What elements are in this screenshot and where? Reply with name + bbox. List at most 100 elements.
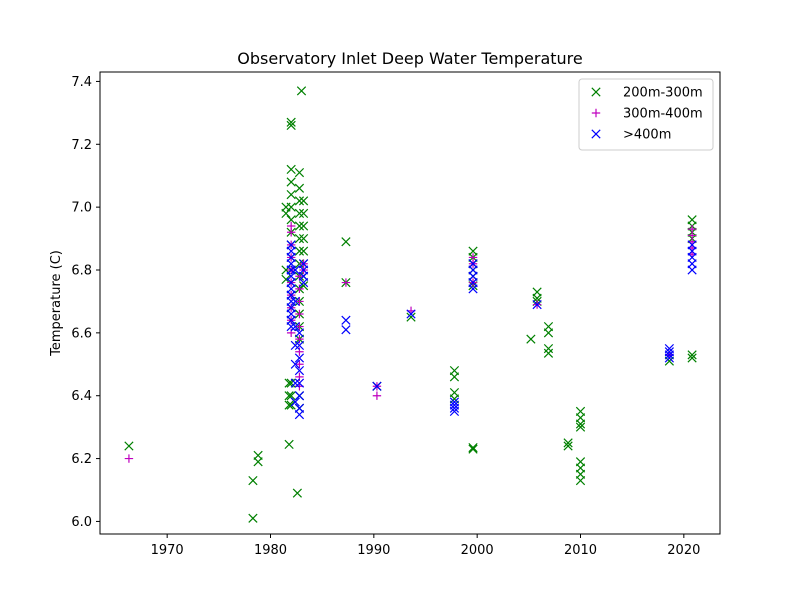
data-point xyxy=(286,400,296,410)
data-point xyxy=(664,353,674,363)
data-point xyxy=(286,321,296,332)
legend-box xyxy=(578,78,714,151)
data-point xyxy=(290,397,300,407)
data-point xyxy=(468,444,478,454)
data-point xyxy=(294,340,305,351)
data-point xyxy=(295,322,304,331)
data-point xyxy=(449,406,460,417)
data-point xyxy=(294,391,305,401)
data-point xyxy=(286,120,296,131)
data-point xyxy=(543,343,554,354)
data-point xyxy=(526,334,536,344)
y-tick-label: 6.6 xyxy=(71,326,92,341)
data-point xyxy=(294,353,305,363)
data-point xyxy=(294,196,305,206)
data-point xyxy=(286,117,296,127)
data-point xyxy=(341,278,351,287)
y-tick-label: 7.0 xyxy=(71,201,92,216)
data-point xyxy=(284,400,294,410)
data-point xyxy=(687,353,697,363)
x-tick-label: 1980 xyxy=(254,543,287,558)
data-point xyxy=(575,422,586,432)
data-point xyxy=(286,378,296,388)
data-point xyxy=(294,183,305,193)
series->400m xyxy=(286,240,697,420)
x-axis: 1970 1980 1990 2000 2010 2020 xyxy=(151,534,700,558)
legend-item: 200m-300m xyxy=(591,86,703,101)
data-point xyxy=(372,381,382,391)
data-point xyxy=(468,284,478,294)
data-point xyxy=(449,372,460,382)
data-point xyxy=(124,454,134,463)
data-point xyxy=(298,196,309,206)
data-point xyxy=(563,438,573,448)
data-point xyxy=(294,365,305,376)
data-point xyxy=(687,265,697,275)
legend-marker xyxy=(591,129,601,139)
data-point xyxy=(341,315,351,325)
data-point xyxy=(286,215,296,225)
plot-frame xyxy=(99,71,721,535)
x-tick-label: 1970 xyxy=(151,543,184,558)
plot-area xyxy=(124,86,697,523)
data-point xyxy=(286,202,296,212)
data-point xyxy=(295,297,304,306)
legend-label: 300m-400m xyxy=(623,107,703,122)
data-point xyxy=(292,488,302,498)
data-point xyxy=(298,208,309,219)
data-point xyxy=(286,164,296,175)
legend-marker xyxy=(591,108,601,118)
data-point xyxy=(290,378,300,388)
data-point xyxy=(290,359,300,369)
data-point xyxy=(372,391,382,400)
y-tick-label: 6.0 xyxy=(71,515,92,530)
data-point xyxy=(290,296,300,307)
data-point xyxy=(294,409,305,420)
data-point xyxy=(543,328,554,338)
data-point xyxy=(281,208,291,219)
data-point xyxy=(286,391,296,401)
data-point xyxy=(295,360,304,369)
data-point xyxy=(295,309,304,319)
data-point xyxy=(248,513,258,523)
data-point xyxy=(290,340,300,351)
y-tick-label: 6.2 xyxy=(71,452,92,467)
data-point xyxy=(286,189,296,200)
x-tick-label: 2000 xyxy=(461,543,494,558)
data-point xyxy=(290,265,300,275)
data-point xyxy=(294,246,305,256)
data-point xyxy=(406,309,416,319)
series-200m-300m xyxy=(124,86,697,523)
x-tick-label: 2010 xyxy=(564,543,597,558)
data-point xyxy=(294,233,305,244)
y-tick-label: 7.4 xyxy=(71,75,92,90)
y-axis-label: Temperature (C) xyxy=(49,250,64,357)
data-point xyxy=(449,403,460,413)
legend: 200m-300m 300m-400m >400m xyxy=(578,78,714,151)
data-point xyxy=(687,350,697,360)
data-point xyxy=(284,439,294,450)
x-tick-label: 1990 xyxy=(357,543,390,558)
data-point xyxy=(294,378,305,388)
y-axis: 6.0 6.2 6.4 6.6 6.8 7.0 7.2 7.4 xyxy=(71,75,100,530)
data-point xyxy=(286,228,296,237)
legend-item: >400m xyxy=(591,128,671,143)
data-point xyxy=(253,457,263,467)
data-point xyxy=(124,441,134,451)
data-point xyxy=(294,208,305,219)
data-point xyxy=(543,348,554,358)
data-point xyxy=(532,299,542,310)
data-point xyxy=(294,221,305,231)
legend-label: >400m xyxy=(623,128,671,143)
data-point xyxy=(341,237,351,247)
data-point xyxy=(298,221,309,231)
data-point xyxy=(286,177,296,187)
data-point xyxy=(575,475,586,486)
data-point xyxy=(563,441,573,451)
legend-item: 300m-400m xyxy=(591,107,703,122)
data-point xyxy=(296,86,307,96)
series-300m-400m xyxy=(124,221,697,463)
data-point xyxy=(298,277,309,288)
legend-marker xyxy=(591,87,601,97)
